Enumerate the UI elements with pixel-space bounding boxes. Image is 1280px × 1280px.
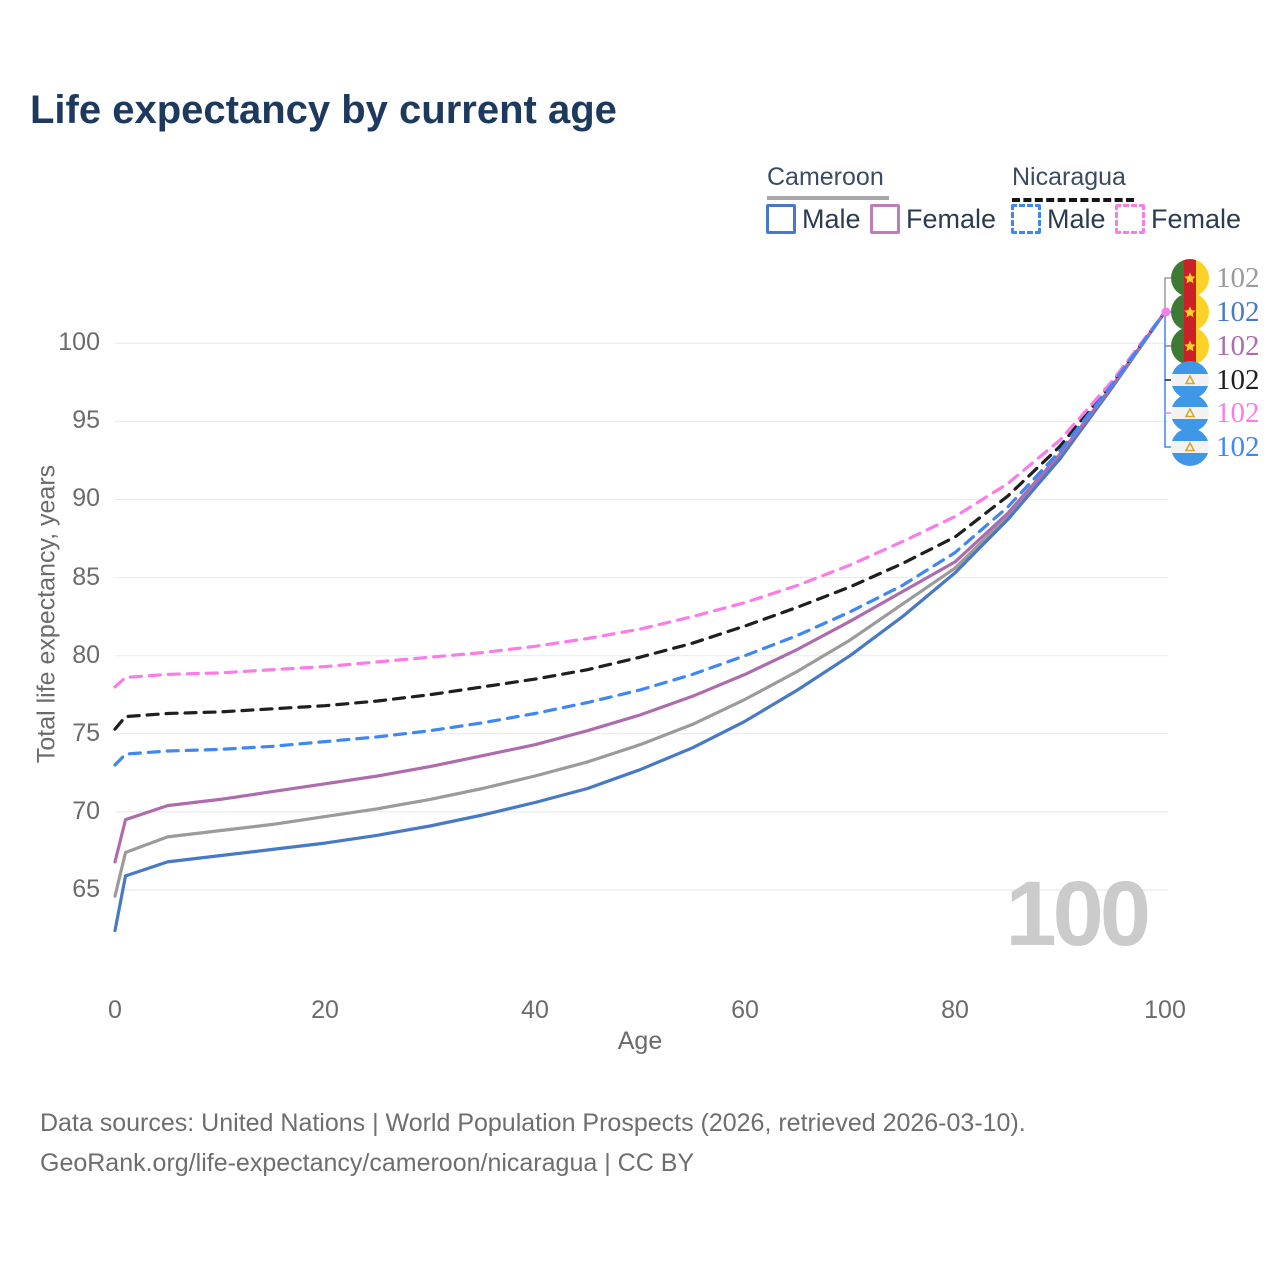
- y-tick-85: 85: [72, 562, 100, 591]
- georank-attribution-text: GeoRank.org/life-expectancy/cameroon/nic…: [40, 1149, 695, 1177]
- end-label-value-nicaragua-male: 102: [1216, 430, 1260, 463]
- series-line-nicaragua-total[interactable]: [113, 310, 1167, 731]
- nicaragua-female-swatch: [1115, 204, 1145, 234]
- end-label-row-cameroon-total[interactable]: 102: [1171, 259, 1260, 297]
- series-line-cameroon-total[interactable]: [113, 310, 1167, 898]
- legend-cameroon-male-label: Male: [802, 203, 861, 234]
- cameroon-solid-line-sample: [767, 196, 889, 200]
- series-line-cameroon-female[interactable]: [113, 310, 1167, 864]
- nicaragua-flag-icon: [1171, 428, 1209, 466]
- legend-group-cameroon[interactable]: Cameroon: [767, 163, 889, 200]
- legend-nicaragua-label: Nicaragua: [1012, 163, 1126, 191]
- legend-cameroon-female-label: Female: [906, 203, 997, 234]
- end-label-value-cameroon-total: 102: [1216, 261, 1260, 294]
- cameroon-male-swatch: [766, 204, 796, 234]
- legend-cameroon-label: Cameroon: [767, 163, 884, 191]
- cameroon-flag-icon: [1171, 259, 1209, 297]
- y-tick-90: 90: [72, 484, 100, 513]
- leader-line: [1164, 277, 1171, 313]
- y-tick-80: 80: [72, 640, 100, 669]
- cameroon-flag-icon: [1171, 293, 1209, 331]
- legend-group-nicaragua[interactable]: Nicaragua: [1012, 163, 1134, 202]
- x-tick-100: 100: [1144, 996, 1186, 1024]
- legend-nicaragua-female-label: Female: [1151, 203, 1242, 234]
- y-tick-100: 100: [58, 328, 100, 357]
- end-label-row-nicaragua-total[interactable]: 102: [1171, 361, 1260, 399]
- end-label-value-nicaragua-female: 102: [1216, 396, 1260, 429]
- legend-item-nicaragua-female[interactable]: Female: [1115, 203, 1241, 235]
- end-label-row-cameroon-female[interactable]: 102: [1171, 327, 1260, 365]
- x-tick-20: 20: [311, 996, 339, 1024]
- y-tick-95: 95: [72, 406, 100, 435]
- end-label-value-cameroon-female: 102: [1216, 329, 1260, 362]
- legend-item-nicaragua-male[interactable]: Male: [1011, 203, 1106, 235]
- end-label-value-cameroon-male: 102: [1216, 295, 1260, 328]
- nicaragua-male-swatch: [1011, 204, 1041, 234]
- nicaragua-flag-icon: [1171, 361, 1209, 399]
- nicaragua-dashed-line-sample: [1012, 198, 1134, 202]
- series-line-nicaragua-male[interactable]: [113, 310, 1167, 767]
- x-tick-80: 80: [941, 996, 969, 1024]
- chart-title: Life expectancy by current age: [30, 88, 617, 132]
- cameroon-flag-icon: [1171, 327, 1209, 365]
- nicaragua-flag-icon: [1171, 394, 1209, 432]
- x-axis-title: Age: [617, 1027, 663, 1055]
- age-watermark: 100: [1005, 863, 1151, 965]
- y-tick-75: 75: [72, 718, 100, 747]
- legend-item-cameroon-male[interactable]: Male: [766, 203, 861, 235]
- y-tick-65: 65: [72, 875, 100, 903]
- x-tick-60: 60: [731, 996, 759, 1024]
- y-tick-70: 70: [72, 796, 100, 825]
- cameroon-female-swatch: [870, 204, 900, 234]
- end-label-row-nicaragua-male[interactable]: 102: [1171, 428, 1260, 466]
- x-tick-0: 0: [108, 996, 122, 1024]
- legend-nicaragua-male-label: Male: [1047, 203, 1106, 234]
- leader-line: [1164, 312, 1171, 448]
- legend-item-cameroon-female[interactable]: Female: [870, 203, 996, 235]
- end-label-row-cameroon-male[interactable]: 102: [1171, 293, 1260, 331]
- end-label-value-nicaragua-total: 102: [1216, 363, 1260, 396]
- data-sources-text: Data sources: United Nations | World Pop…: [40, 1109, 1026, 1137]
- convergence-point-marker: [1161, 307, 1171, 317]
- end-label-row-nicaragua-female[interactable]: 102: [1171, 394, 1260, 432]
- x-tick-40: 40: [521, 996, 549, 1024]
- series-line-cameroon-male[interactable]: [113, 310, 1167, 933]
- series-line-nicaragua-female[interactable]: [113, 310, 1167, 689]
